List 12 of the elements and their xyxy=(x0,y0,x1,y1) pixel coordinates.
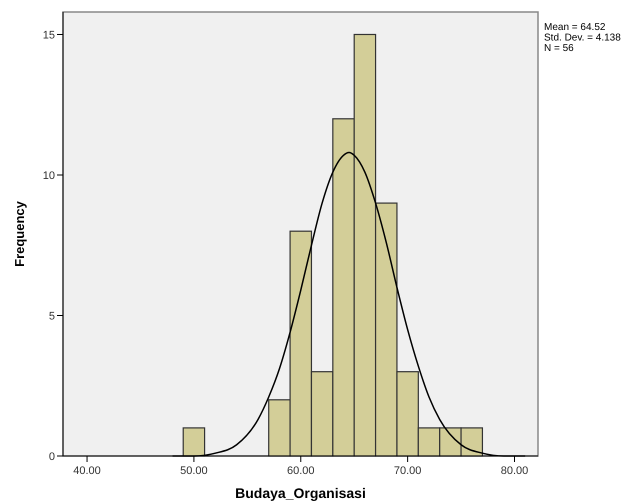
x-tick-label: 50.00 xyxy=(180,465,208,477)
text: Mean = 64.52 Std. Dev. = 4.138 N = 56 xyxy=(544,22,622,54)
y-tick-label: 15 xyxy=(42,29,55,42)
y-tick-label: 5 xyxy=(48,310,55,322)
x-tick-label: 80.00 xyxy=(500,465,528,477)
y-axis-title: Frequency xyxy=(12,200,27,267)
x-tick-label: 70.00 xyxy=(394,465,422,477)
y-tick-label: 0 xyxy=(48,450,55,463)
x-tick-label: 60.00 xyxy=(287,465,315,477)
y-tick-label: 10 xyxy=(42,170,55,182)
x-axis-title: Budaya_Organisasi xyxy=(235,485,366,501)
x-tick-label: 40.00 xyxy=(73,465,101,477)
